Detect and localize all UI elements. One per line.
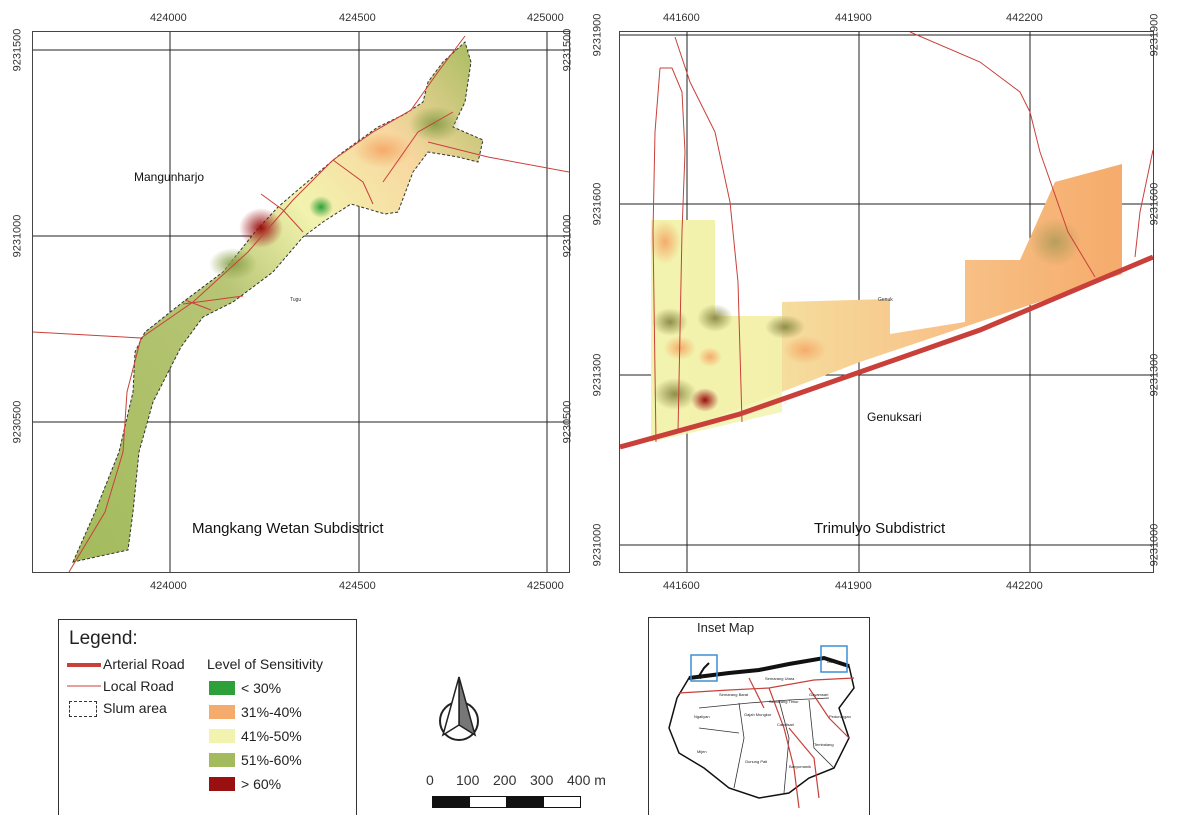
inset-district-label: Tembalang bbox=[814, 742, 834, 747]
class-swatch-1 bbox=[209, 681, 235, 695]
class-swatch-2 bbox=[209, 705, 235, 719]
left-y-tick: 9230500 bbox=[11, 400, 24, 444]
class-label-5: > 60% bbox=[241, 776, 282, 792]
north-arrow-icon bbox=[439, 676, 479, 741]
left-hotspot-high bbox=[239, 208, 283, 248]
class-label-4: 51%-60% bbox=[241, 752, 302, 768]
left-y-tick: 9230500 bbox=[561, 400, 574, 444]
right-hotspot-olive-5 bbox=[1029, 218, 1081, 266]
class-label-2: 31%-40% bbox=[241, 704, 302, 720]
left-y-tick: 9231000 bbox=[561, 214, 574, 258]
right-map-canvas bbox=[620, 32, 1153, 572]
inset-district-label: Semarang Timur bbox=[769, 699, 799, 704]
inset-title: Inset Map bbox=[697, 620, 755, 635]
arterial-road-symbol bbox=[67, 663, 101, 667]
right-arterial-road bbox=[620, 254, 1153, 450]
right-y-tick: 9231900 bbox=[591, 13, 604, 57]
class-swatch-5 bbox=[209, 777, 235, 791]
label-mangunharjo: Mangunharjo bbox=[134, 170, 205, 184]
right-hotspot-olive-4 bbox=[653, 378, 697, 410]
left-x-tick: 424500 bbox=[339, 12, 376, 24]
legend-arterial-road: Arterial Road bbox=[103, 656, 185, 672]
right-hotspot-olive bbox=[652, 308, 688, 336]
inset-district-label: Banyumanik bbox=[789, 764, 811, 769]
right-x-tick: 442200 bbox=[1006, 12, 1043, 24]
left-slum-area bbox=[72, 41, 484, 563]
inset-district-label: Semarang Utara bbox=[765, 676, 795, 681]
legend-sensitivity-title: Level of Sensitivity bbox=[207, 656, 323, 672]
inset-district-label: Gayamsari bbox=[809, 692, 828, 697]
legend-slum-area: Slum area bbox=[103, 700, 167, 716]
left-x-tick: 424500 bbox=[339, 580, 376, 592]
right-x-tick: 441600 bbox=[663, 580, 700, 592]
inset-district-label: Gajah Mungkur bbox=[744, 712, 772, 717]
right-hotspot-orange bbox=[649, 220, 681, 264]
left-x-tick: 424000 bbox=[150, 580, 187, 592]
right-hotspot-high bbox=[691, 388, 719, 412]
left-y-tick: 9231500 bbox=[11, 28, 24, 72]
legend: Legend: Arterial Road Local Road Slum ar… bbox=[58, 619, 357, 815]
left-y-tick: 9231000 bbox=[11, 214, 24, 258]
left-hotspot-orange bbox=[353, 132, 413, 168]
label-mangkang-wetan: Mangkang Wetan Subdistrict bbox=[192, 520, 384, 537]
label-genuksari: Genuksari bbox=[867, 410, 922, 424]
right-y-tick: 9231600 bbox=[591, 182, 604, 226]
left-hotspot-low bbox=[309, 196, 333, 218]
inset-district-label: Genuk bbox=[827, 659, 839, 664]
inset-district-label: Candisari bbox=[777, 722, 794, 727]
right-hotspot-olive-2 bbox=[697, 304, 733, 332]
right-x-tick: 441600 bbox=[663, 12, 700, 24]
right-y-tick: 9231300 bbox=[591, 353, 604, 397]
inset-district-label: Pedurungan bbox=[829, 714, 851, 719]
right-hotspot-orange-4 bbox=[783, 336, 827, 364]
right-hotspot-orange-3 bbox=[698, 347, 722, 367]
right-y-tick: 9231000 bbox=[591, 523, 604, 567]
inset-map: Inset Map Tugu Semarang Barat Semarang U… bbox=[648, 617, 870, 815]
slum-area-symbol bbox=[69, 701, 97, 717]
scale-label: 300 bbox=[530, 772, 554, 788]
inset-district-label: Semarang Barat bbox=[719, 692, 749, 697]
label-trimulyo: Trimulyo Subdistrict bbox=[814, 520, 946, 537]
right-hotspot-olive-3 bbox=[765, 315, 805, 339]
left-x-tick: 424000 bbox=[150, 12, 187, 24]
class-swatch-3 bbox=[209, 729, 235, 743]
left-hotspot-olive bbox=[409, 106, 461, 142]
scale-label: 200 bbox=[493, 772, 517, 788]
left-local-roads bbox=[33, 35, 569, 572]
right-y-tick: 9231900 bbox=[1148, 13, 1161, 57]
right-map-frame bbox=[619, 31, 1154, 573]
left-hotspot-olive-2 bbox=[209, 248, 257, 280]
right-local-roads bbox=[652, 32, 1153, 443]
right-y-tick: 9231300 bbox=[1148, 353, 1161, 397]
scale-label: 0 bbox=[426, 772, 434, 788]
scale-bar-graphic bbox=[432, 796, 581, 808]
right-y-tick: 9231000 bbox=[1148, 523, 1161, 567]
class-swatch-4 bbox=[209, 753, 235, 767]
left-map-frame bbox=[32, 31, 570, 573]
label-tugu: Tugu bbox=[290, 297, 302, 303]
scale-label: 400 m bbox=[567, 772, 606, 788]
label-genuk: Genuk bbox=[878, 297, 893, 303]
scale-bar: 0 100 200 300 400 m bbox=[420, 700, 620, 814]
legend-title: Legend: bbox=[69, 628, 138, 649]
scale-label: 100 bbox=[456, 772, 480, 788]
left-x-tick: 425000 bbox=[527, 580, 564, 592]
inset-district-label: Gunung Pati bbox=[745, 759, 767, 764]
right-x-tick: 441900 bbox=[835, 580, 872, 592]
right-x-tick: 441900 bbox=[835, 12, 872, 24]
class-label-1: < 30% bbox=[241, 680, 282, 696]
left-x-tick: 425000 bbox=[527, 12, 564, 24]
inset-district-label: Mijen bbox=[697, 749, 707, 754]
local-road-symbol bbox=[67, 685, 101, 687]
left-y-tick: 9231500 bbox=[561, 28, 574, 72]
class-label-3: 41%-50% bbox=[241, 728, 302, 744]
legend-local-road: Local Road bbox=[103, 678, 174, 694]
inset-canvas: Tugu Semarang Barat Semarang Utara Semar… bbox=[668, 645, 855, 809]
inset-district-label: Tugu bbox=[695, 674, 704, 679]
right-y-tick: 9231600 bbox=[1148, 182, 1161, 226]
left-map-canvas bbox=[33, 32, 569, 572]
inset-district-label: Ngaliyan bbox=[694, 714, 710, 719]
right-x-tick: 442200 bbox=[1006, 580, 1043, 592]
